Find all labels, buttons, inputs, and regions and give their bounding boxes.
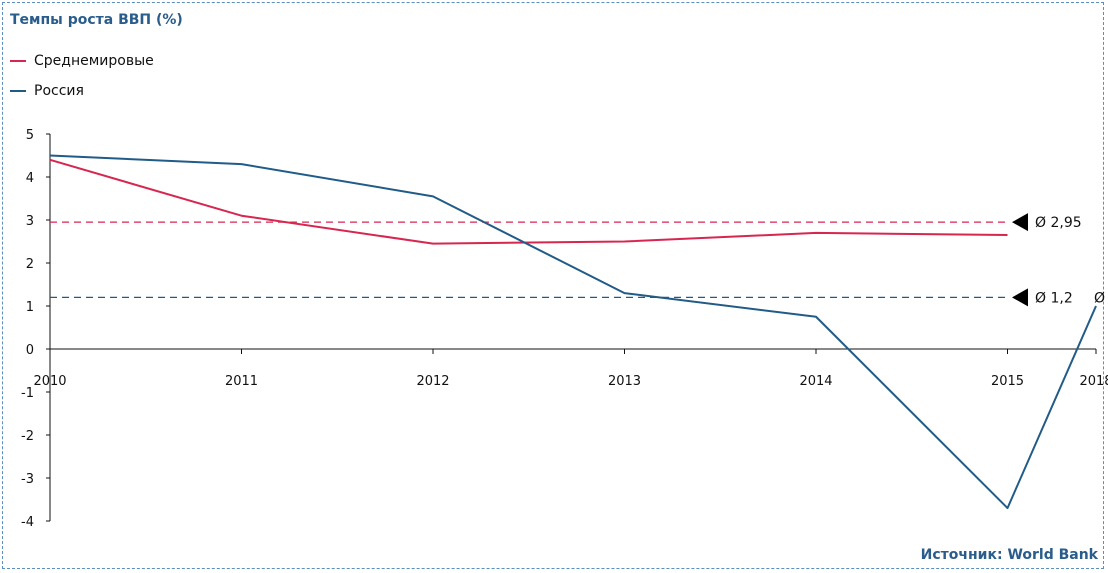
x-tick-label: 2011 bbox=[225, 374, 258, 389]
y-tick-label: -2 bbox=[21, 429, 34, 444]
legend-item-russia: Россия bbox=[10, 76, 154, 106]
x-tick-label: 2014 bbox=[799, 374, 832, 389]
series-line-world bbox=[49, 158, 1008, 245]
legend: Среднемировые Россия bbox=[10, 46, 154, 106]
y-tick-label: 1 bbox=[26, 300, 34, 315]
average-marker bbox=[1012, 213, 1028, 232]
source-note: Источник: World Bank bbox=[920, 547, 1098, 563]
x-tick-label: 2015 bbox=[991, 374, 1024, 389]
x-tick-label: 2013 bbox=[608, 374, 641, 389]
legend-label-world: Среднемировые bbox=[34, 53, 154, 69]
x-tick-label: 2012 bbox=[416, 374, 449, 389]
x-tick-label: 2010 bbox=[33, 374, 66, 389]
y-tick-label: 3 bbox=[26, 214, 34, 229]
y-tick-label: -1 bbox=[21, 386, 34, 401]
average-label: Ø 1,2 bbox=[1035, 290, 1073, 306]
average-label: Ø 2,95 bbox=[1035, 215, 1082, 231]
chart-title: Темпы роста ВВП (%) bbox=[10, 12, 183, 28]
legend-label-russia: Россия bbox=[34, 83, 84, 99]
y-tick-label: 5 bbox=[26, 128, 34, 143]
y-tick-label: 4 bbox=[26, 171, 34, 186]
y-tick-label: 2 bbox=[26, 257, 34, 272]
legend-swatch-world bbox=[10, 60, 26, 62]
extra-label: Ø bbox=[1094, 290, 1105, 306]
y-tick-label: -4 bbox=[21, 515, 34, 530]
y-tick-label: 0 bbox=[26, 343, 34, 358]
legend-item-world: Среднемировые bbox=[10, 46, 154, 76]
x-tick-label: 2018 bbox=[1079, 374, 1108, 389]
average-marker bbox=[1012, 288, 1028, 307]
series-line-russia bbox=[49, 154, 1097, 510]
y-tick-label: -3 bbox=[21, 472, 34, 487]
legend-swatch-russia bbox=[10, 90, 26, 92]
